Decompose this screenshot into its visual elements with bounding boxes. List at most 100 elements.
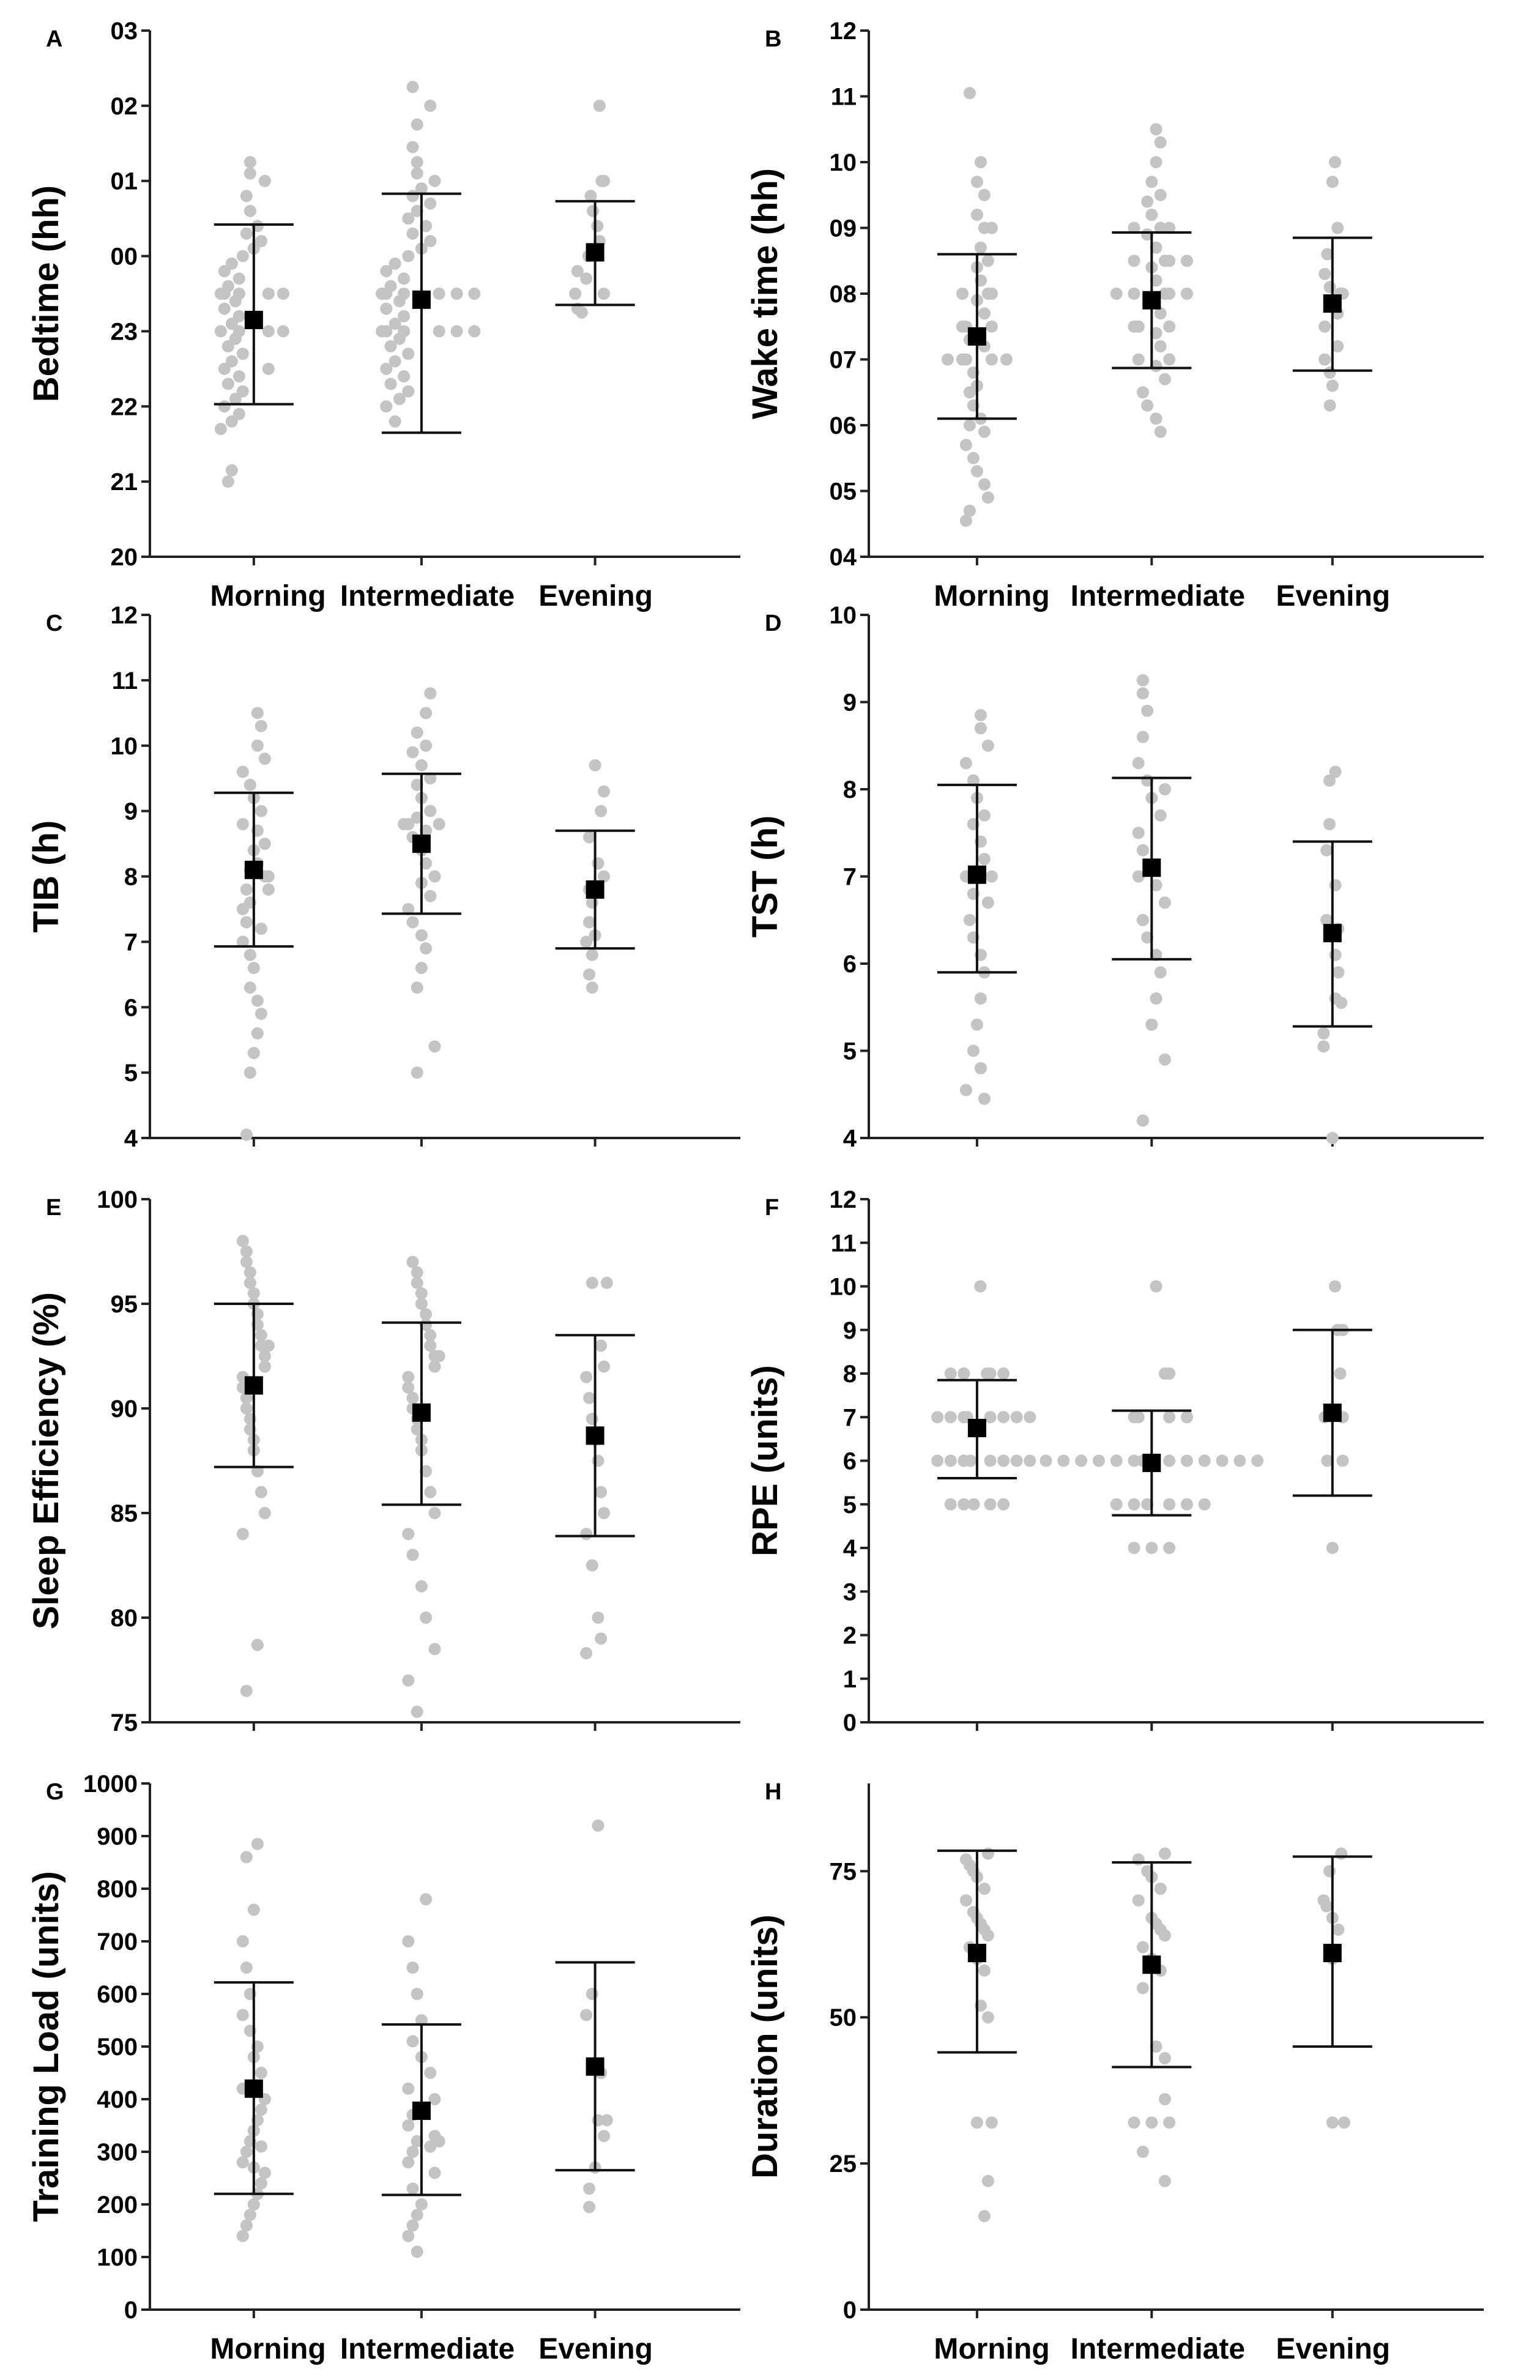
data-point <box>218 362 231 375</box>
data-point <box>1136 731 1149 743</box>
panel-letter: A <box>46 26 62 52</box>
y-tick-label: 05 <box>830 478 857 505</box>
data-point <box>240 1391 253 1404</box>
data-point <box>428 1643 441 1656</box>
data-point <box>240 883 253 896</box>
data-point <box>1154 966 1167 979</box>
data-point <box>424 197 437 210</box>
data-point <box>236 250 249 262</box>
data-point <box>406 141 419 154</box>
data-point <box>944 1454 957 1467</box>
data-point <box>997 1411 1010 1424</box>
y-tick-label: 0 <box>843 2297 857 2324</box>
data-point <box>1092 1454 1105 1467</box>
data-point <box>420 857 433 870</box>
y-tick-label: 3 <box>843 1579 857 1605</box>
y-tick-label: 4 <box>843 1535 857 1562</box>
mean-marker <box>412 2101 431 2120</box>
data-point <box>1141 1498 1154 1511</box>
data-point <box>1136 913 1149 926</box>
data-point <box>247 1047 260 1060</box>
data-point <box>240 2146 253 2158</box>
data-point <box>406 1391 419 1404</box>
x-category-label: Morning <box>934 580 1049 612</box>
data-point <box>402 1528 415 1541</box>
y-tick-label: 11 <box>831 84 857 111</box>
data-point <box>247 1903 260 1916</box>
data-point <box>1145 2116 1158 2129</box>
data-point <box>580 1370 593 1383</box>
data-point <box>958 1367 970 1380</box>
data-point <box>1323 818 1336 830</box>
data-point <box>598 1507 611 1519</box>
data-point <box>402 348 415 360</box>
data-point <box>967 1498 980 1511</box>
data-point <box>428 2093 441 2105</box>
mean-marker <box>1142 291 1161 310</box>
mean-marker <box>1323 294 1342 313</box>
data-point <box>956 288 969 300</box>
x-category-label: Evening <box>538 2333 653 2365</box>
data-point <box>389 355 401 368</box>
data-point <box>411 778 423 791</box>
data-point <box>1163 2116 1176 2129</box>
data-point <box>420 1612 433 1624</box>
data-point <box>240 1402 253 1415</box>
data-point <box>963 419 976 431</box>
mean-marker <box>412 1403 431 1422</box>
y-tick-label: 8 <box>124 864 138 891</box>
mean-marker <box>1142 1454 1161 1473</box>
y-tick-label: 6 <box>843 1448 857 1475</box>
data-point <box>1329 879 1342 891</box>
data-point <box>411 156 423 168</box>
data-point <box>1136 1941 1149 1954</box>
data-point <box>420 739 433 752</box>
data-point <box>411 1276 423 1289</box>
data-point <box>595 1486 608 1498</box>
data-point <box>411 2135 423 2148</box>
data-point <box>587 204 600 217</box>
data-point <box>1150 327 1162 340</box>
mean-marker <box>244 2079 263 2098</box>
data-point <box>428 1040 441 1053</box>
y-tick-label: 7 <box>124 929 138 956</box>
y-tick-label: 12 <box>830 1186 857 1213</box>
data-point <box>255 2177 267 2190</box>
data-point <box>981 739 994 752</box>
data-point <box>1024 1411 1036 1424</box>
mean-marker <box>1142 1955 1161 1974</box>
data-point <box>244 1276 256 1289</box>
data-point <box>1326 1542 1339 1554</box>
data-point <box>251 1027 264 1039</box>
data-point <box>1154 809 1167 822</box>
data-point <box>571 265 584 278</box>
data-point <box>589 759 601 772</box>
mean-marker <box>1142 858 1161 877</box>
data-point <box>580 935 593 948</box>
data-point <box>236 818 249 830</box>
data-point <box>1180 288 1193 300</box>
data-point <box>406 1549 419 1561</box>
data-point <box>974 241 987 254</box>
data-point <box>583 968 596 981</box>
data-point <box>1145 1018 1158 1031</box>
data-point <box>1110 1454 1123 1467</box>
data-point <box>959 514 972 527</box>
data-point <box>236 348 249 360</box>
data-point <box>985 2116 998 2129</box>
data-point <box>402 902 415 915</box>
data-point <box>978 1964 991 1977</box>
data-point <box>402 2229 415 2242</box>
data-point <box>1163 1411 1176 1424</box>
data-point <box>1323 399 1336 412</box>
data-point <box>1323 1865 1336 1878</box>
data-point <box>255 1486 267 1498</box>
panel-letter: G <box>46 1779 64 1805</box>
panel-e: 75 80 85 90 95 100 E Sleep Efficiency (%) <box>26 1186 740 1736</box>
data-point <box>963 504 976 517</box>
data-point <box>411 204 423 217</box>
panel-d: 4 5 6 7 8 9 10 D TST (h) <box>745 602 1484 1152</box>
data-point <box>1163 1498 1176 1511</box>
x-category-label: Intermediate <box>340 2333 515 2365</box>
panel-letter: H <box>765 1779 781 1805</box>
